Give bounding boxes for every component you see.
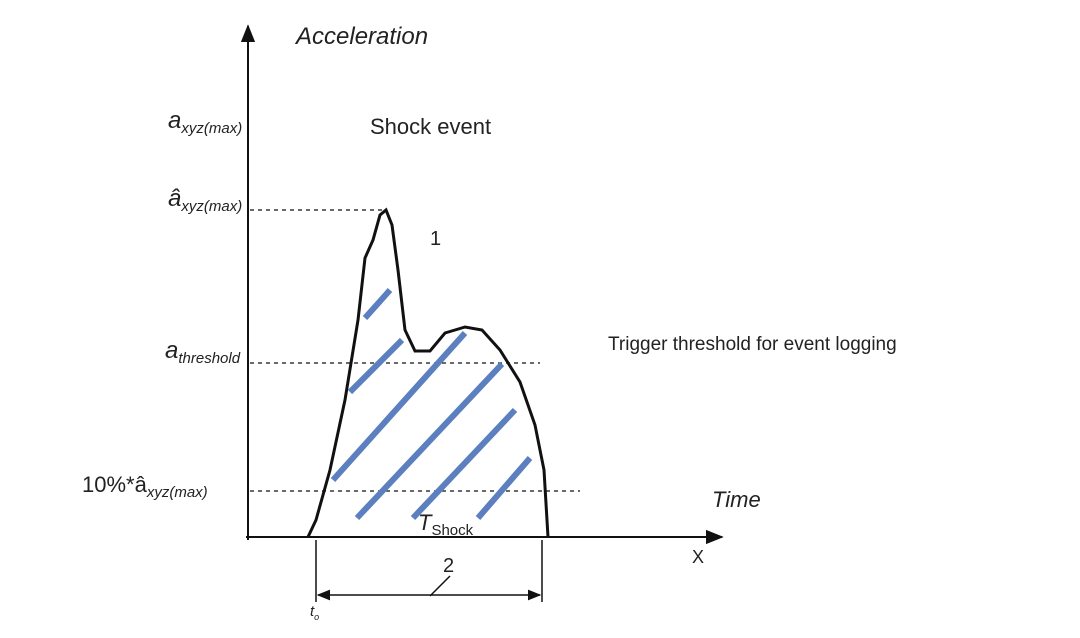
duration-label: TShock	[418, 510, 474, 539]
y-axis-label: Acceleration	[294, 23, 428, 50]
symbol: 10%*â	[82, 472, 148, 497]
level-label: 10%*âxyz(max)	[82, 472, 208, 501]
symbol: a	[165, 337, 178, 364]
level-lines	[250, 209, 580, 492]
subscript: xyz(max)	[180, 120, 242, 137]
symbol: T	[418, 510, 433, 535]
subscript: xyz(max)	[146, 484, 208, 501]
x-axis-symbol: X	[692, 547, 704, 567]
x-axis-label: Time	[712, 487, 761, 512]
duration-dimension	[315, 540, 543, 602]
start-time: to	[310, 603, 319, 622]
symbol: t	[310, 603, 315, 620]
symbol: â	[168, 185, 181, 212]
shock-curve	[306, 207, 550, 538]
level-label: axyz(max)	[168, 107, 242, 137]
level-label: athreshold	[165, 337, 241, 367]
subscript: o	[314, 612, 319, 622]
curve-marker: 1	[430, 228, 441, 250]
subscript: Shock	[431, 522, 473, 539]
level-label: âxyz(max)	[168, 185, 242, 215]
symbol: a	[168, 107, 181, 134]
threshold-note: Trigger threshold for event logging	[608, 334, 897, 355]
hatching	[330, 288, 533, 521]
subscript: xyz(max)	[180, 198, 242, 215]
duration-marker: 2	[443, 555, 454, 577]
subscript: threshold	[178, 350, 240, 367]
title: Shock event	[370, 114, 491, 139]
